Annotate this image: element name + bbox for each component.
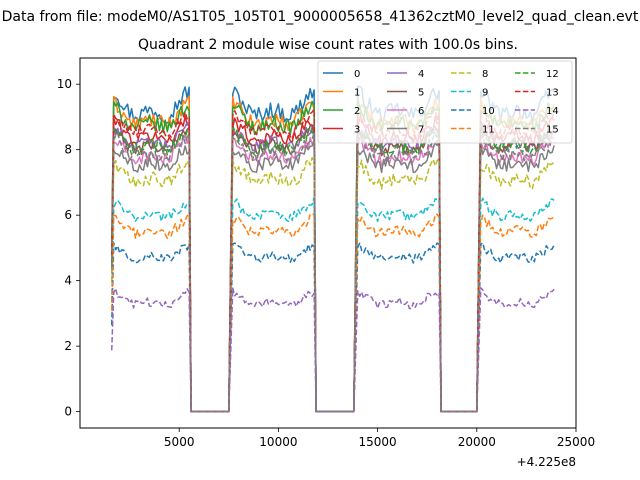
legend-label-13: 13 bbox=[546, 88, 559, 99]
x-tick-label: 15000 bbox=[359, 435, 397, 449]
legend-label-11: 11 bbox=[482, 125, 495, 136]
y-tick-label: 10 bbox=[57, 77, 72, 91]
y-tick-label: 6 bbox=[64, 208, 72, 222]
figure-suptitle: Data from file: modeM0/AS1T05_105T01_900… bbox=[2, 9, 639, 25]
chart-title: Quadrant 2 module wise count rates with … bbox=[138, 37, 518, 53]
legend-label-9: 9 bbox=[482, 88, 488, 99]
series-line-4 bbox=[110, 121, 555, 413]
legend-label-5: 5 bbox=[418, 88, 424, 99]
x-tick-label: 25000 bbox=[557, 435, 595, 449]
series-line-1 bbox=[110, 95, 555, 413]
series-line-7 bbox=[110, 139, 555, 413]
legend-label-12: 12 bbox=[546, 69, 559, 80]
legend-label-7: 7 bbox=[418, 125, 424, 136]
y-tick-label: 4 bbox=[64, 274, 72, 288]
x-tick-label: 20000 bbox=[458, 435, 496, 449]
x-axis: 5000 10000 15000 20000 25000 bbox=[164, 428, 595, 449]
y-tick-label: 2 bbox=[64, 339, 72, 353]
series-line-3 bbox=[110, 115, 555, 413]
series-layer bbox=[110, 85, 555, 413]
legend-label-2: 2 bbox=[354, 106, 360, 117]
plot-frame bbox=[79, 57, 577, 429]
y-tick-label: 8 bbox=[64, 143, 72, 157]
y-axis: 0 2 4 6 8 10 bbox=[57, 77, 80, 419]
legend-label-1: 1 bbox=[354, 88, 360, 99]
legend-label-15: 15 bbox=[546, 125, 559, 136]
series-line-6 bbox=[110, 133, 555, 413]
legend-label-3: 3 bbox=[354, 125, 360, 136]
legend-label-6: 6 bbox=[418, 106, 424, 117]
legend-label-4: 4 bbox=[418, 69, 424, 80]
series-line-11 bbox=[110, 212, 555, 413]
legend-box bbox=[317, 60, 573, 144]
legend-label-14: 14 bbox=[546, 106, 559, 117]
x-tick-label: 5000 bbox=[164, 435, 195, 449]
series-line-9 bbox=[110, 196, 555, 413]
series-line-10 bbox=[110, 242, 555, 413]
legend-label-10: 10 bbox=[482, 106, 495, 117]
y-tick-label: 0 bbox=[64, 405, 72, 419]
legend-label-0: 0 bbox=[354, 69, 360, 80]
x-offset-label: +4.225e8 bbox=[517, 455, 576, 469]
legend-label-8: 8 bbox=[482, 69, 488, 80]
series-line-8 bbox=[110, 156, 555, 413]
series-line-15 bbox=[110, 130, 555, 413]
x-tick-label: 10000 bbox=[259, 435, 297, 449]
series-line-14 bbox=[110, 287, 555, 413]
